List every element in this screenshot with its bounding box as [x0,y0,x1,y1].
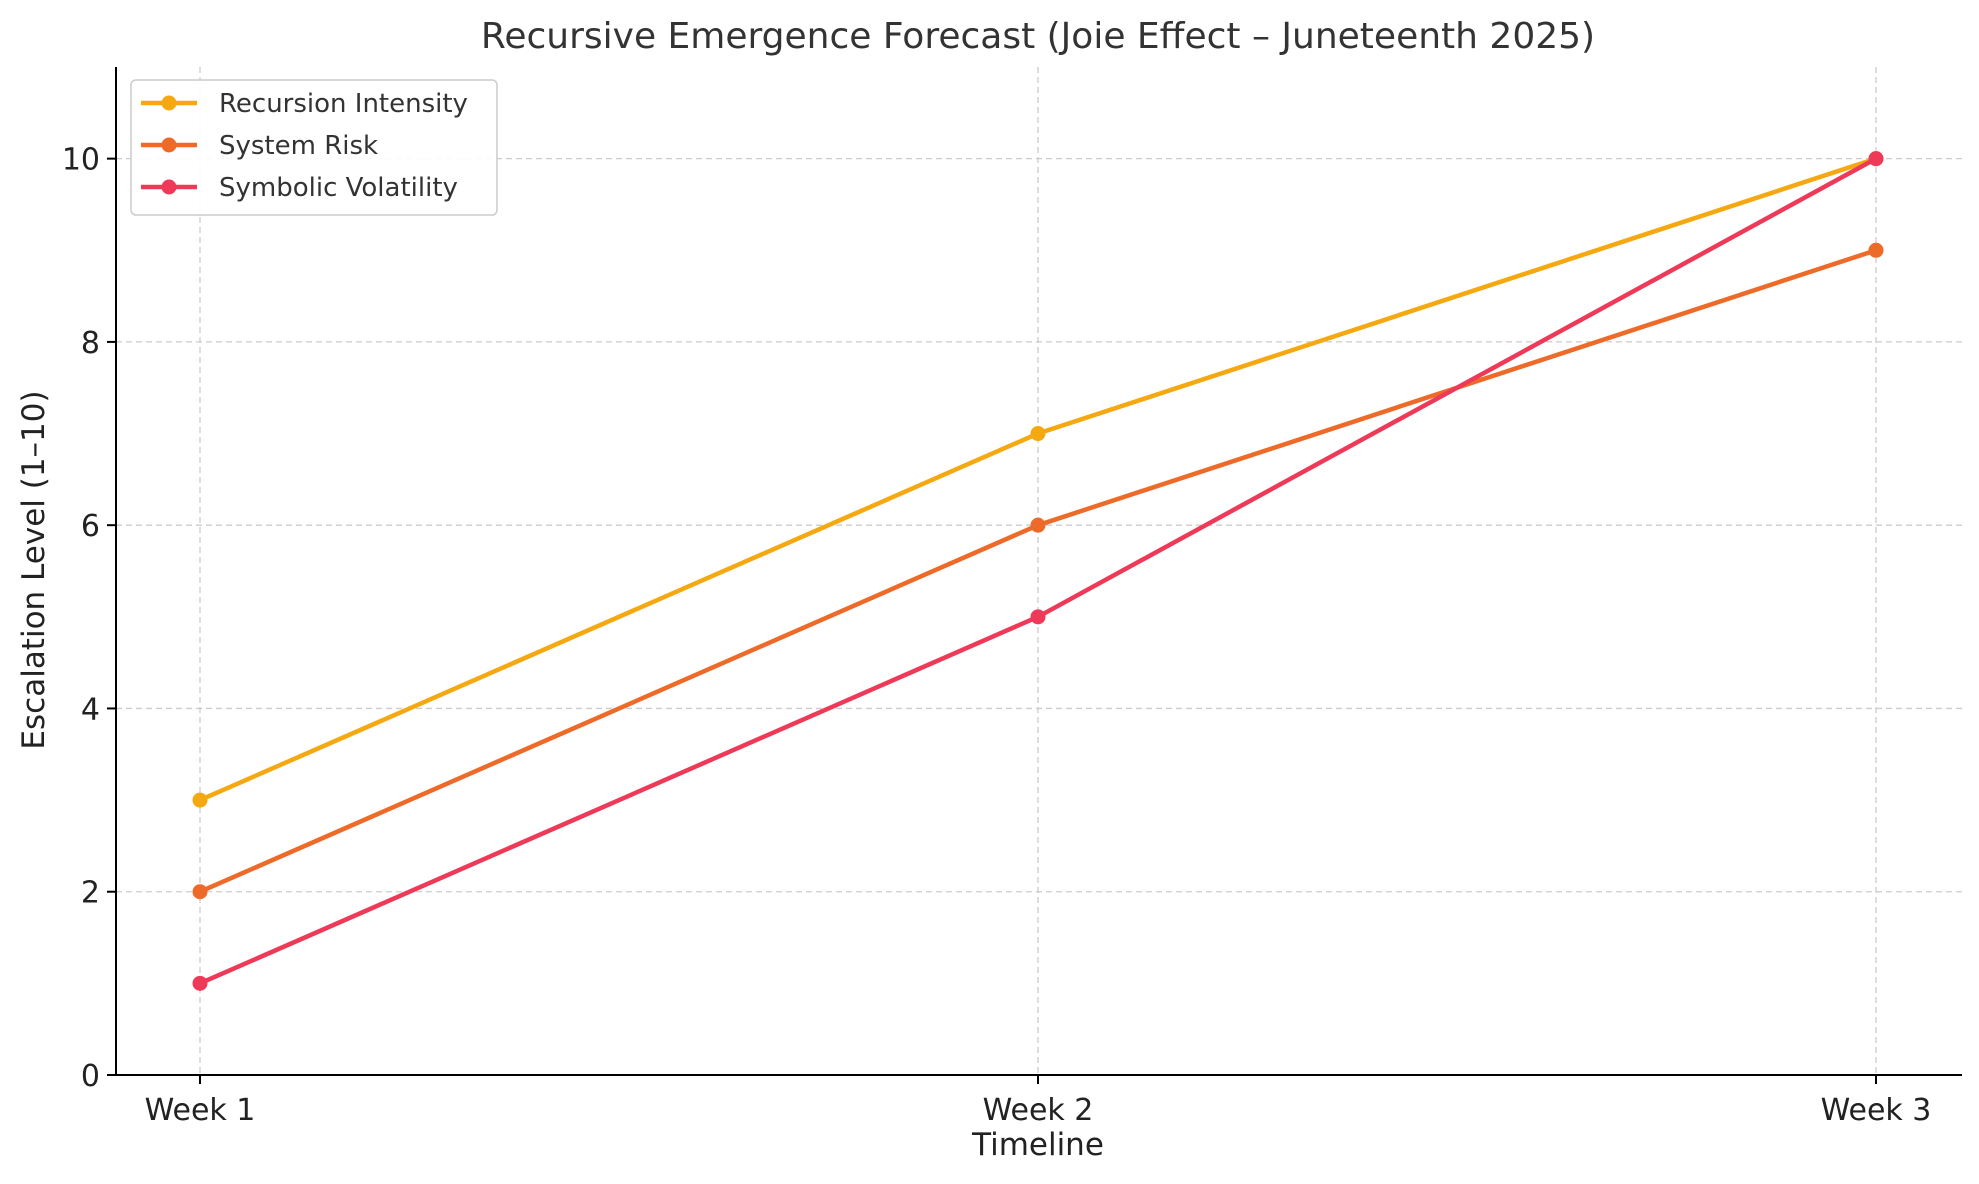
legend-item: Recursion Intensity [141,89,468,119]
x-axis-label: Timeline [971,1127,1104,1163]
series-lines [192,151,1884,991]
axes [107,67,1962,1084]
data-point [1868,151,1884,167]
data-point [1868,242,1884,258]
x-tick-label: Week 3 [1821,1093,1932,1128]
series-symbolic-volatility [192,151,1884,991]
legend-item: Symbolic Volatility [141,173,458,203]
legend-item: System Risk [141,131,378,161]
data-point [192,792,208,808]
y-tick-label: 4 [81,692,100,727]
tick-labels: 0 2 4 6 8 10 Week 1 Week 2 Week 3 [62,143,1932,1128]
y-axis-label: Escalation Level (1–10) [16,390,52,749]
legend-swatch-marker [161,179,177,195]
y-tick-label: 6 [81,509,100,544]
legend-swatch-marker [161,137,177,153]
legend-swatch-marker [161,95,177,111]
legend-label: Symbolic Volatility [219,173,458,203]
x-tick-label: Week 2 [983,1093,1094,1128]
series-system-risk [192,242,1884,900]
chart-title: Recursive Emergence Forecast (Joie Effec… [481,16,1595,57]
y-tick-label: 10 [62,143,100,178]
legend: Recursion Intensity System Risk Symbolic V… [130,79,498,216]
data-point [192,975,208,991]
y-tick-label: 8 [81,326,100,361]
x-tick-label: Week 1 [145,1093,256,1128]
y-tick-label: 0 [81,1059,100,1094]
legend-box [130,79,498,216]
y-tick-label: 2 [81,876,100,911]
legend-label: System Risk [219,131,378,161]
legend-label: Recursion Intensity [219,89,468,119]
data-point [1030,426,1046,442]
data-point [192,884,208,900]
data-point [1030,517,1046,533]
data-point [1030,609,1046,625]
grid-lines [116,67,1962,1075]
